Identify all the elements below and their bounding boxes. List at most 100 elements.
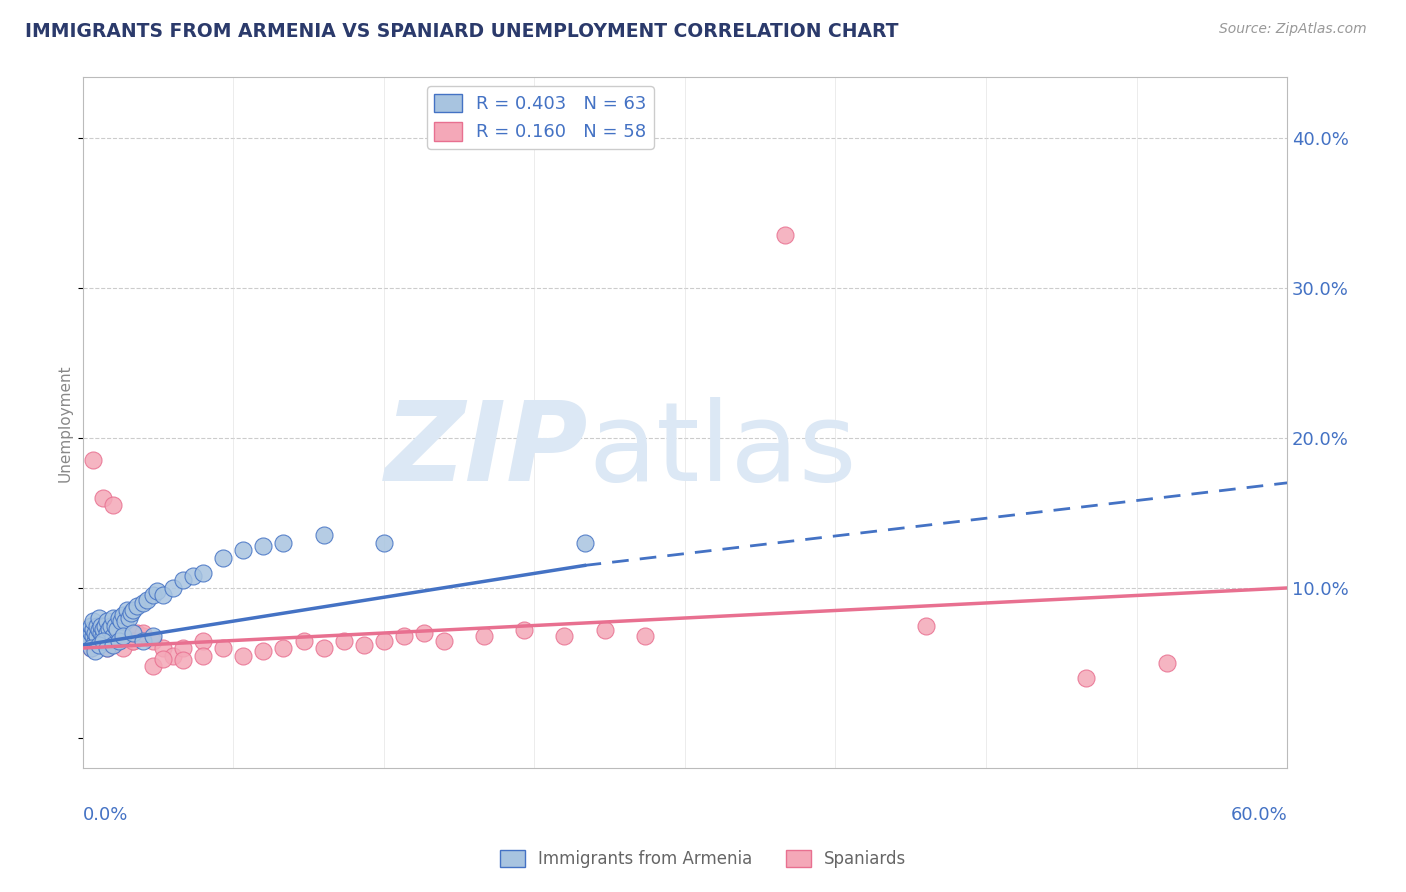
Point <box>100 618 122 632</box>
Point <box>634 629 657 643</box>
Point <box>77 623 100 637</box>
Point <box>101 638 124 652</box>
Point <box>136 593 159 607</box>
Point <box>252 644 274 658</box>
Point <box>80 640 103 655</box>
Point <box>96 614 118 628</box>
Point <box>193 633 215 648</box>
Point <box>111 607 134 622</box>
Point <box>212 550 235 565</box>
Point <box>132 633 155 648</box>
Point <box>100 636 122 650</box>
Point <box>122 633 145 648</box>
Point <box>193 566 215 580</box>
Text: ZIP: ZIP <box>385 397 589 504</box>
Point <box>86 618 108 632</box>
Point <box>312 528 335 542</box>
Point <box>111 640 134 655</box>
Point <box>94 633 117 648</box>
Text: 60.0%: 60.0% <box>1230 805 1286 823</box>
Point <box>574 536 596 550</box>
Point <box>392 629 415 643</box>
Point <box>146 584 169 599</box>
Point <box>132 596 155 610</box>
Point <box>115 623 138 637</box>
Legend: R = 0.403   N = 63, R = 0.160   N = 58: R = 0.403 N = 63, R = 0.160 N = 58 <box>427 87 654 149</box>
Point <box>120 626 142 640</box>
Point <box>132 626 155 640</box>
Point <box>97 622 120 636</box>
Point <box>90 618 112 632</box>
Point <box>373 633 395 648</box>
Point <box>91 491 114 505</box>
Point <box>553 629 575 643</box>
Point <box>513 623 536 637</box>
Point <box>87 626 110 640</box>
Point <box>91 633 114 648</box>
Point <box>77 633 100 648</box>
Point <box>232 648 254 663</box>
Point <box>91 622 114 636</box>
Point <box>125 599 148 613</box>
Point <box>172 640 194 655</box>
Point <box>232 543 254 558</box>
Point <box>101 611 124 625</box>
Legend: Immigrants from Armenia, Spaniards: Immigrants from Armenia, Spaniards <box>494 843 912 875</box>
Point <box>82 633 104 648</box>
Point <box>115 603 138 617</box>
Point <box>292 633 315 648</box>
Point <box>373 536 395 550</box>
Point <box>122 633 145 648</box>
Point <box>332 633 354 648</box>
Point <box>142 629 165 643</box>
Point <box>83 644 105 658</box>
Point <box>1076 671 1098 685</box>
Point <box>111 629 134 643</box>
Y-axis label: Unemployment: Unemployment <box>58 364 72 482</box>
Point <box>193 648 215 663</box>
Point <box>96 640 118 655</box>
Point <box>433 633 456 648</box>
Point <box>82 629 104 643</box>
Point <box>181 569 204 583</box>
Point <box>86 636 108 650</box>
Point <box>162 648 184 663</box>
Point <box>353 638 375 652</box>
Point <box>152 640 174 655</box>
Point <box>96 626 118 640</box>
Point <box>97 629 120 643</box>
Point <box>83 633 105 648</box>
Point <box>82 614 104 628</box>
Point <box>125 626 148 640</box>
Point <box>1156 656 1178 670</box>
Point <box>80 640 103 655</box>
Point <box>76 629 98 643</box>
Point <box>142 659 165 673</box>
Point <box>77 629 100 643</box>
Point <box>114 614 136 628</box>
Point <box>76 633 98 648</box>
Point <box>108 633 131 648</box>
Point <box>122 603 145 617</box>
Point <box>914 618 936 632</box>
Point <box>252 539 274 553</box>
Point <box>101 629 124 643</box>
Point <box>87 611 110 625</box>
Point <box>90 626 112 640</box>
Point <box>172 574 194 588</box>
Text: 0.0%: 0.0% <box>83 805 128 823</box>
Point <box>94 618 117 632</box>
Point <box>142 589 165 603</box>
Point <box>91 629 114 643</box>
Point <box>96 640 118 655</box>
Text: IMMIGRANTS FROM ARMENIA VS SPANIARD UNEMPLOYMENT CORRELATION CHART: IMMIGRANTS FROM ARMENIA VS SPANIARD UNEM… <box>25 22 898 41</box>
Point <box>273 536 295 550</box>
Point <box>101 633 124 648</box>
Point <box>105 622 128 636</box>
Point <box>593 623 616 637</box>
Point <box>172 653 194 667</box>
Point <box>132 629 155 643</box>
Point <box>80 618 103 632</box>
Point <box>104 629 127 643</box>
Point <box>162 581 184 595</box>
